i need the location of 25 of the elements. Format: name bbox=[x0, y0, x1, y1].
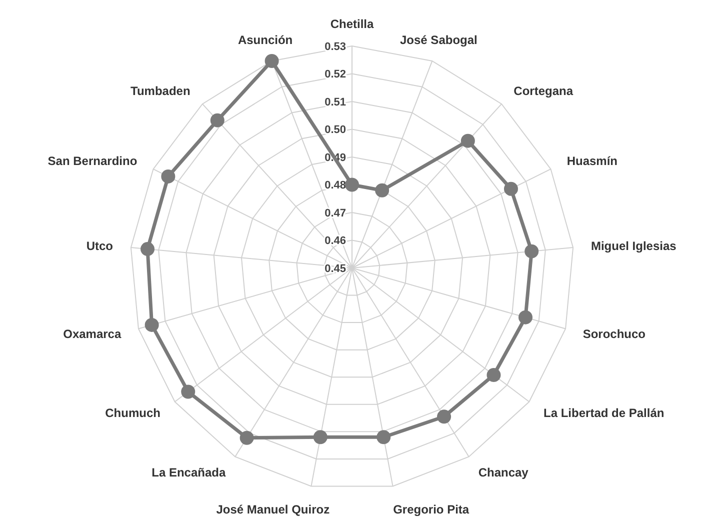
spoke-label: Cortegana bbox=[514, 84, 574, 98]
y-tick-label: 0.52 bbox=[324, 68, 346, 81]
y-tick-label: 0.48 bbox=[324, 180, 346, 192]
spoke-label: Oxamarca bbox=[63, 326, 122, 341]
y-tick-label: 0.53 bbox=[324, 40, 346, 53]
spoke-label: Chumuch bbox=[105, 406, 160, 420]
spoke-label: Utco bbox=[86, 239, 114, 254]
y-tick-label: 0.51 bbox=[324, 96, 346, 108]
y-tick-label: 0.46 bbox=[324, 235, 346, 248]
spoke-label: La Libertad de Pallán bbox=[544, 406, 664, 420]
spoke-label: La Encañada bbox=[152, 465, 226, 480]
spoke-label: Tumbaden bbox=[130, 84, 190, 98]
spoke-label: Huasmín bbox=[566, 154, 618, 168]
spoke-label: Gregorio Pita bbox=[393, 502, 470, 517]
y-tick-label: 0.50 bbox=[324, 124, 346, 136]
spoke-label: José Manuel Quiroz bbox=[216, 502, 330, 517]
y-tick-label: 0.47 bbox=[324, 207, 346, 220]
y-tick-label: 0.45 bbox=[324, 262, 346, 275]
spoke-label: Sorochuco bbox=[582, 326, 646, 341]
spoke-label: José Sabogal bbox=[400, 33, 478, 48]
spoke-label: Asunción bbox=[238, 33, 293, 48]
spoke-label: Miguel Iglesias bbox=[590, 239, 677, 254]
spoke-label: Chetilla bbox=[330, 17, 374, 31]
spoke-label: Chancay bbox=[478, 465, 529, 480]
spoke-label: San Bernardino bbox=[48, 154, 138, 168]
